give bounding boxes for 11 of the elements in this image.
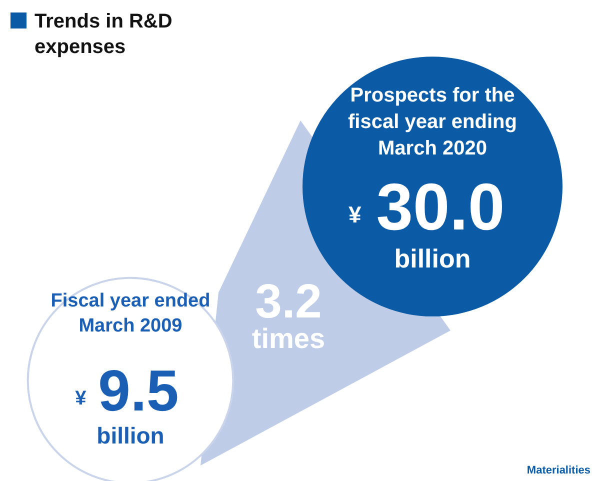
- text: Materialities: [526, 464, 591, 476]
- category-label: Fiscal year ended March 2009: [50, 290, 210, 337]
- text: 3.2 times: [252, 276, 326, 354]
- data-label: 30.0: [376, 170, 505, 244]
- data-label: 9.5: [98, 358, 179, 424]
- text: billion: [96, 422, 164, 448]
- text: billion: [394, 244, 471, 274]
- text: ¥: [75, 388, 88, 410]
- text: ¥: [348, 202, 362, 228]
- category-label: Prospects for the fiscal year ending March 2020: [348, 84, 517, 160]
- text: Trends in R&D expenses: [34, 10, 172, 58]
